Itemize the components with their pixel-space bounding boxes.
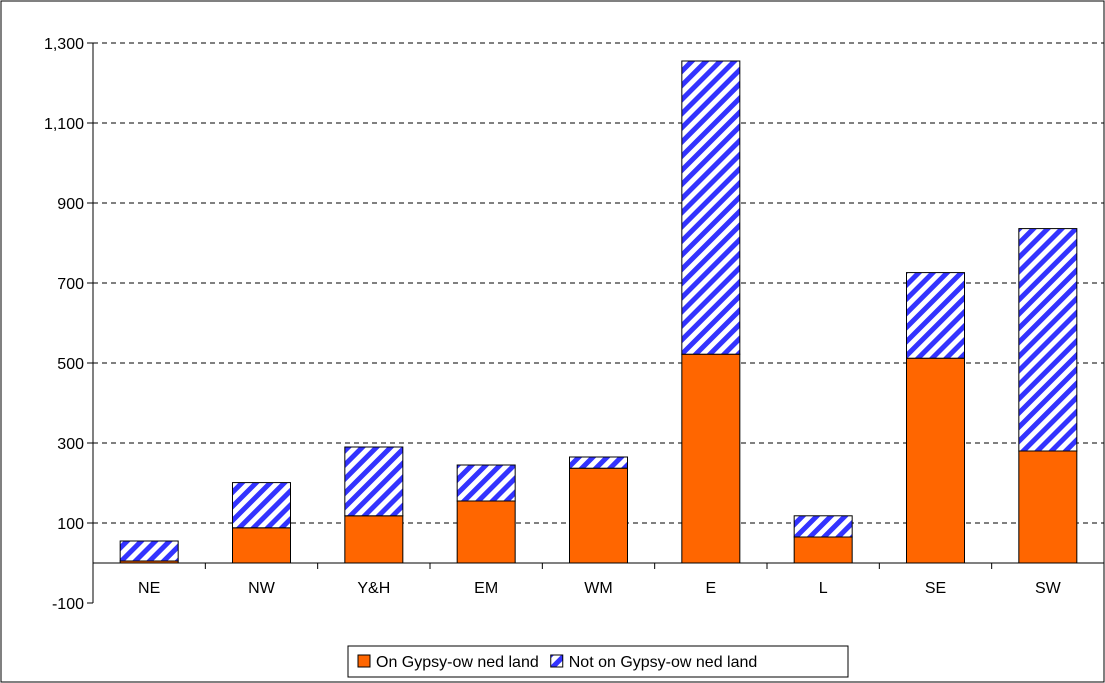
bar-segment-not-on-land-NE	[119, 540, 179, 562]
axes	[87, 42, 1105, 604]
bar-segment-on-land-L	[793, 536, 853, 564]
y-tick-label: 100	[57, 516, 84, 533]
y-tick-label: 700	[57, 276, 84, 293]
legend-swatch	[550, 654, 564, 668]
x-tick-label: NW	[248, 580, 276, 597]
x-tick-label: SE	[925, 580, 946, 597]
bar-segment-on-land-SW	[1018, 450, 1078, 564]
legend-label: On Gypsy-ow ned land	[376, 654, 539, 671]
x-tick-label: E	[705, 580, 716, 597]
bars	[119, 60, 1078, 564]
bar-segment-on-land-NW	[232, 527, 291, 564]
x-tick-label: EM	[474, 580, 498, 597]
legend-label: Not on Gypsy-ow ned land	[569, 654, 758, 671]
x-tick-label: NE	[138, 580, 160, 597]
bar-segment-on-land-SE	[906, 357, 965, 564]
y-tick-label: 900	[57, 196, 84, 213]
bar-segment-on-land-WM	[569, 467, 628, 564]
bar-segment-on-land-E	[681, 353, 741, 564]
bar-segment-not-on-land-Y&H	[344, 446, 404, 517]
x-tick-label: WM	[584, 580, 612, 597]
bar-segment-not-on-land-L	[793, 515, 853, 538]
bar-segment-on-land-EM	[456, 500, 516, 564]
x-tick-label: Y&H	[357, 580, 390, 597]
y-tick-label: -100	[52, 596, 84, 613]
bar-segment-not-on-land-EM	[456, 464, 516, 502]
bar-segment-not-on-land-SE	[906, 272, 965, 359]
x-tick-label: SW	[1035, 580, 1062, 597]
y-tick-label: 500	[57, 356, 84, 373]
y-tick-label: 1,300	[44, 36, 84, 53]
bar-segment-on-land-Y&H	[344, 515, 404, 564]
bar-segment-not-on-land-NW	[232, 482, 291, 529]
bar-segment-not-on-land-WM	[569, 456, 628, 469]
bar-segment-not-on-land-SW	[1018, 228, 1078, 452]
y-tick-label: 1,100	[44, 116, 84, 133]
legend: On Gypsy-ow ned land Not on Gypsy-ow ned …	[347, 645, 849, 678]
x-tick-label: L	[819, 580, 828, 597]
legend-swatch	[357, 654, 371, 668]
y-tick-label: 300	[57, 436, 84, 453]
legend-box	[347, 645, 849, 678]
tick-labels: -100 100 300 500 700 900 1,100 1,300 NE NW Y&H EM WM…	[44, 36, 1062, 613]
bar-segment-not-on-land-E	[681, 60, 741, 355]
